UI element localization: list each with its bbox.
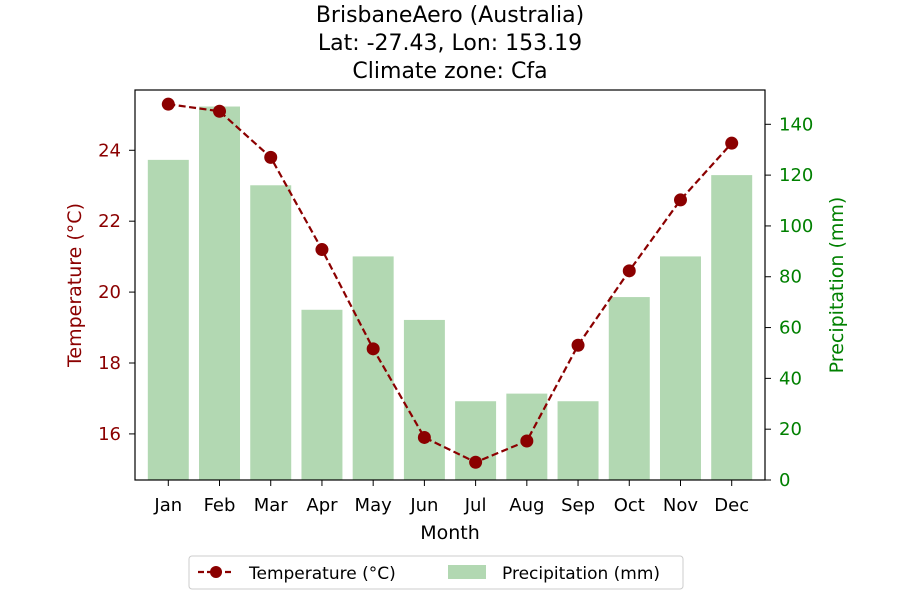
right-tick-label-80: 80 — [779, 267, 802, 288]
right-tick-label-40: 40 — [779, 368, 802, 389]
plot-frame — [134, 89, 766, 481]
temperature-point-may — [366, 342, 380, 356]
x-tick-label-jan: Jan — [153, 495, 182, 516]
right-tick-label-60: 60 — [779, 318, 802, 339]
left-tick-label-24: 24 — [98, 140, 121, 161]
right-axis-ticks: 0 20 40 60 80 100 120 140 — [765, 114, 813, 491]
legend-frame — [188, 555, 684, 590]
x-axis-ticks: Jan Feb Mar Apr May Jun Jul Aug Sep Oct Nov Dec — [153, 480, 749, 516]
precipitation-bar-sep — [557, 401, 599, 480]
right-axis-label: Precipitation (mm) — [826, 197, 848, 374]
precipitation-bar-jan — [147, 159, 189, 481]
precipitation-bar-mar — [250, 185, 292, 481]
chart-title-line-1: BrisbaneAero (Australia) — [316, 3, 584, 28]
x-tick-label-jul: Jul — [464, 495, 487, 516]
precipitation-bar-oct — [608, 297, 650, 480]
precipitation-bar-apr — [301, 309, 343, 480]
temperature-point-nov — [673, 193, 687, 207]
temperature-point-jul — [469, 455, 483, 469]
chart-legend: Temperature (°C) Precipitation (mm) — [188, 555, 684, 590]
left-tick-label-20: 20 — [98, 282, 121, 303]
left-tick-label-16: 16 — [98, 424, 121, 445]
left-axis-ticks: 16 18 20 22 24 — [98, 140, 135, 445]
left-axis-label: Temperature (°C) — [64, 203, 86, 368]
x-tick-label-aug: Aug — [509, 495, 544, 516]
legend-precipitation-label: Precipitation (mm) — [502, 564, 660, 584]
precipitation-bars — [147, 106, 753, 481]
temperature-point-aug — [520, 434, 534, 448]
x-tick-label-dec: Dec — [714, 495, 749, 516]
temperature-point-sep — [571, 338, 585, 352]
chart-title: BrisbaneAero (Australia) Lat: -27.43, Lo… — [316, 3, 584, 84]
precipitation-bar-nov — [660, 256, 701, 480]
temperature-point-mar — [264, 150, 278, 164]
temperature-point-dec — [725, 136, 739, 150]
legend-temperature-marker — [210, 566, 222, 578]
temperature-line-layer — [161, 97, 739, 469]
x-axis-label: Month — [420, 522, 480, 544]
precipitation-bar-jun — [403, 319, 445, 480]
temperature-point-feb — [213, 104, 227, 118]
right-tick-label-120: 120 — [779, 165, 813, 186]
x-tick-label-oct: Oct — [614, 495, 645, 516]
x-tick-label-nov: Nov — [663, 495, 698, 516]
temperature-line — [168, 103, 733, 464]
right-tick-label-140: 140 — [779, 114, 813, 135]
precipitation-bar-feb — [199, 106, 240, 481]
x-tick-label-may: May — [355, 495, 393, 516]
chart-title-line-3: Climate zone: Cfa — [352, 59, 547, 84]
x-tick-label-feb: Feb — [204, 495, 236, 516]
temperature-point-apr — [315, 243, 329, 257]
chart-title-line-2: Lat: -27.43, Lon: 153.19 — [318, 31, 582, 56]
left-tick-label-22: 22 — [98, 211, 121, 232]
temperature-point-jun — [417, 430, 431, 444]
right-tick-label-20: 20 — [779, 419, 802, 440]
temperature-point-jan — [161, 97, 175, 111]
legend-precipitation-swatch — [448, 565, 486, 579]
left-tick-label-18: 18 — [98, 353, 121, 374]
precipitation-bar-dec — [711, 175, 753, 480]
right-tick-label-0: 0 — [779, 470, 790, 491]
x-tick-label-sep: Sep — [561, 495, 595, 516]
x-tick-label-mar: Mar — [254, 495, 289, 516]
legend-temperature-label: Temperature (°C) — [248, 564, 396, 584]
x-tick-label-jun: Jun — [409, 495, 438, 516]
temperature-point-oct — [622, 264, 636, 278]
right-tick-label-100: 100 — [779, 216, 813, 237]
x-tick-label-apr: Apr — [306, 495, 338, 516]
precipitation-bar-may — [352, 256, 394, 480]
